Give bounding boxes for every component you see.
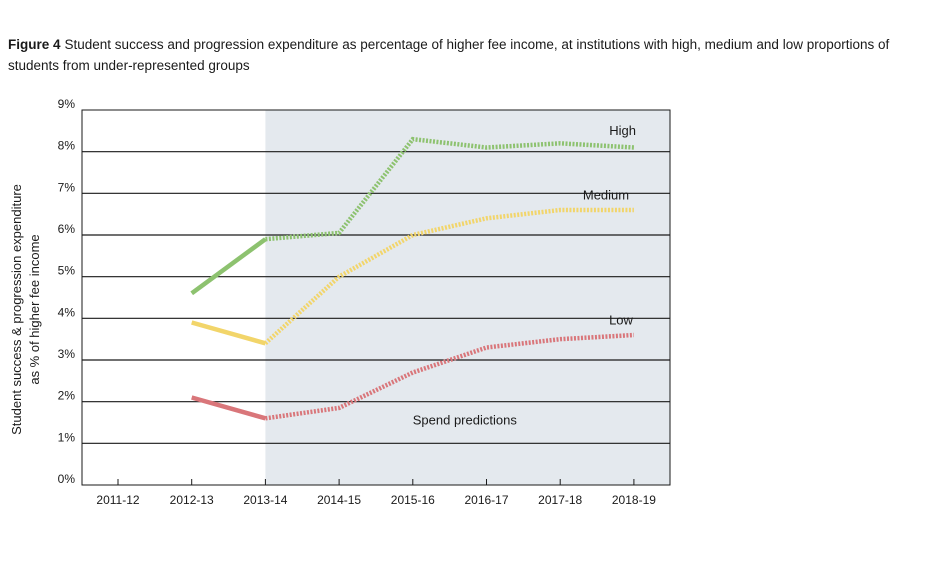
y-tick-label: 5% [58,264,76,278]
series-lines [190,136,635,421]
gridlines [82,151,670,444]
y-tick-label: 4% [58,305,76,319]
series-line-high-predicted [265,136,635,242]
x-tick-label: 2012-13 [170,493,214,507]
series-line-low-actual [191,395,267,421]
y-tick-label: 2% [58,389,76,403]
prediction-region [265,110,670,485]
series-label-low: Low [609,312,633,327]
series-line-high-actual [190,237,267,296]
plot-frame [81,109,671,486]
figure-label: Figure 4 [8,37,61,52]
y-tick-label: 3% [58,347,76,361]
y-tick-label: 7% [58,180,76,194]
y-axis-title-line2: as % of higher fee income [27,234,42,384]
y-tick-label: 9% [58,97,76,111]
y-tick-label: 1% [58,430,76,444]
x-tick-label: 2018-19 [612,493,656,507]
x-tick-label: 2014-15 [317,493,361,507]
x-tick-label: 2011-12 [96,493,139,507]
y-axis: 0% 1% 2% 3% 4% 5% 6% 7% 8% 9% [58,97,76,486]
x-tick-label: 2017-18 [538,493,582,507]
spend-predictions-label: Spend predictions [413,412,518,427]
y-tick-label: 0% [58,472,76,486]
series-line-medium-actual [191,320,267,346]
series-line-low-predicted [265,332,635,421]
figure-caption-text: Student success and progression expendit… [8,37,890,73]
figure-caption: Figure 4 Student success and progression … [8,34,908,76]
series-line-medium-predicted [263,207,634,346]
y-axis-title-line1: Student success & progression expenditur… [9,184,24,435]
series-label-medium: Medium [583,187,629,202]
y-tick-label: 8% [58,139,76,153]
x-tick-label: 2013-14 [243,493,287,507]
series-labels: High Medium Low [583,123,636,328]
series-label-high: High [609,123,636,138]
x-axis: 2011-12 2012-13 2013-14 2014-15 2015-16 2016-… [96,479,656,507]
y-tick-label: 6% [58,222,76,236]
x-tick-label: 2016-17 [464,493,508,507]
x-tick-label: 2015-16 [391,493,435,507]
